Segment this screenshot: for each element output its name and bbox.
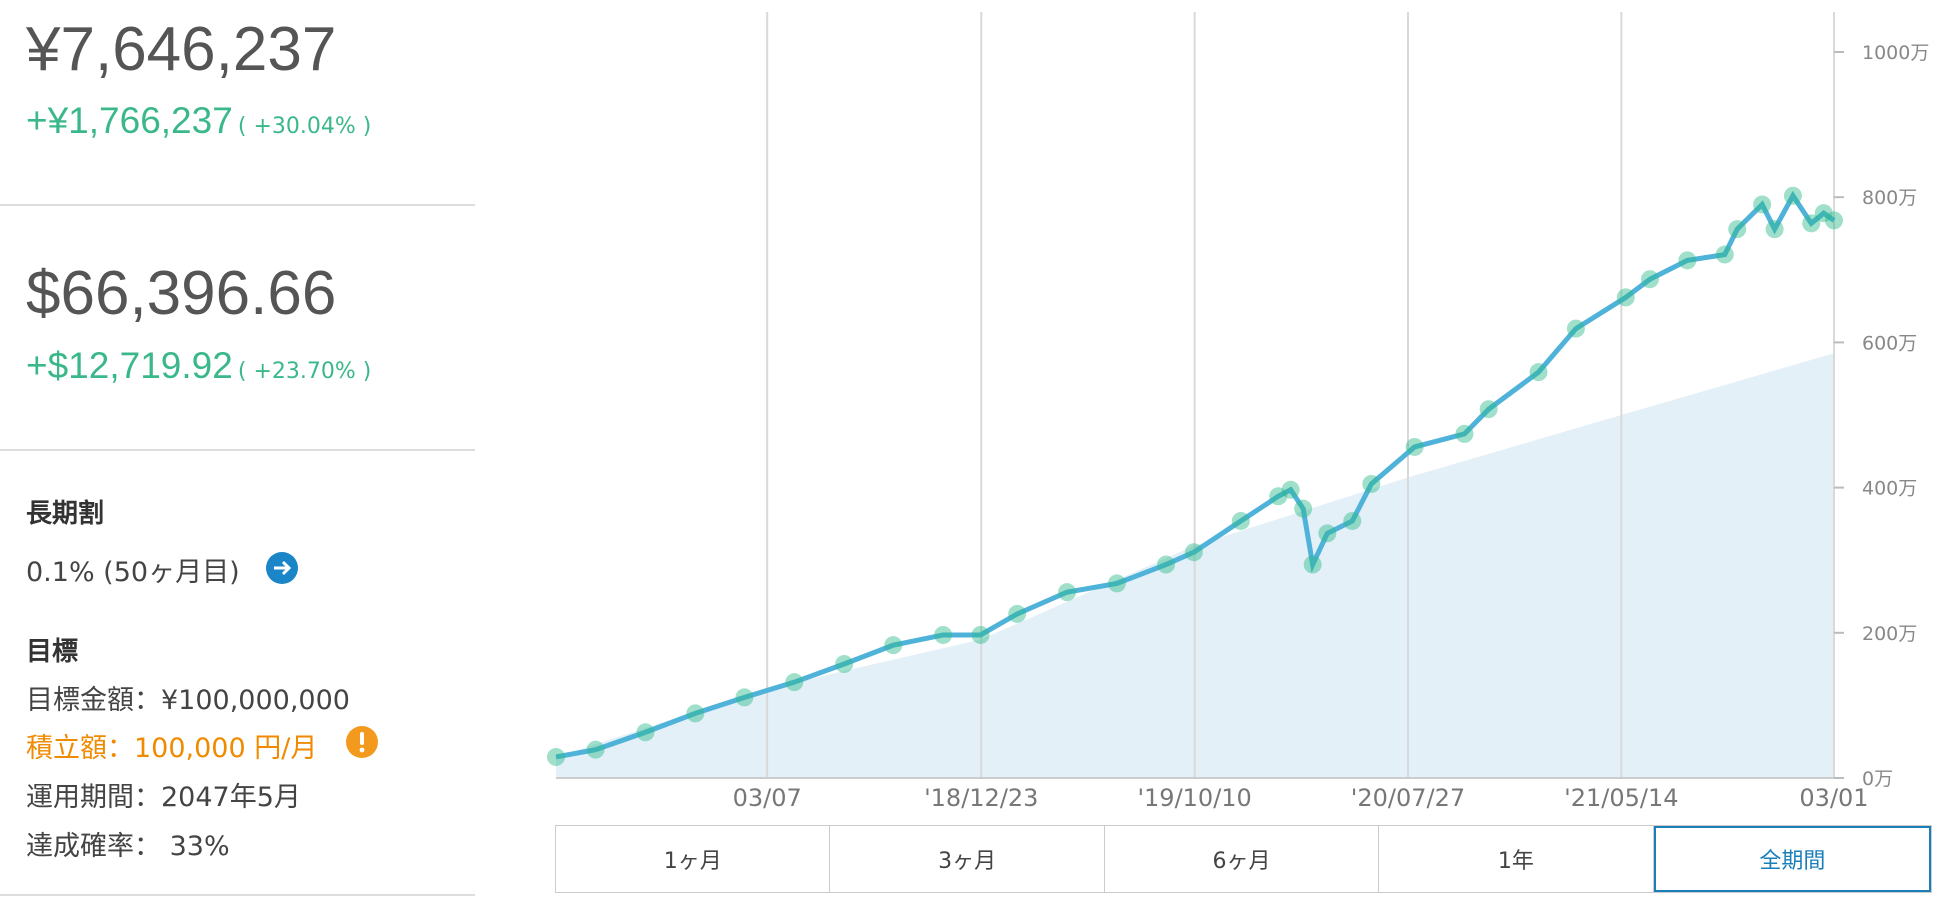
range-button[interactable]: 3ヶ月 <box>830 826 1105 892</box>
point <box>1616 288 1635 307</box>
point <box>1765 220 1784 239</box>
point <box>1184 543 1203 562</box>
point <box>1825 211 1843 230</box>
goal-amount: 目標金額：¥100,000,000 <box>26 685 350 716</box>
jpy-total: ¥7,646,237 <box>26 15 337 84</box>
point <box>735 688 754 707</box>
point <box>1058 583 1077 602</box>
jpy-gain-row: +¥1,766,237 ( +30.04% ) <box>26 100 371 142</box>
goal-title: 目標 <box>26 637 79 667</box>
x-tick-label: 03/01 <box>1799 784 1868 812</box>
point <box>1715 245 1734 264</box>
range-button[interactable]: 1ヶ月 <box>556 826 831 892</box>
point <box>636 723 655 742</box>
warning-icon[interactable] <box>345 725 379 759</box>
point <box>1281 480 1300 499</box>
point <box>835 655 854 674</box>
x-tick-label: 03/07 <box>733 784 802 812</box>
y-tick-label: 600万 <box>1862 332 1917 354</box>
point <box>1678 251 1697 270</box>
point <box>1157 555 1176 574</box>
y-tick-label: 400万 <box>1862 478 1917 500</box>
point <box>1303 555 1322 574</box>
y-tick-label: 800万 <box>1862 187 1917 209</box>
range-button[interactable]: 6ヶ月 <box>1105 826 1380 892</box>
y-tick-label: 1000万 <box>1862 42 1929 64</box>
monthly-amount: 積立額：100,000 円/月 <box>26 733 318 764</box>
usd-total: $66,396.66 <box>26 259 337 328</box>
range-buttons: 1ヶ月 3ヶ月 6ヶ月 1年 全期間 <box>555 825 1932 893</box>
point <box>1783 186 1802 205</box>
jpy-gain-pct: ( +30.04% ) <box>237 114 372 139</box>
point <box>1753 195 1772 214</box>
arrow-icon[interactable] <box>265 551 299 585</box>
divider <box>0 204 475 206</box>
point <box>1269 487 1288 506</box>
point <box>1343 511 1362 530</box>
point <box>934 625 953 644</box>
point <box>1640 270 1659 289</box>
chart: 03/07 '18/12/23 '19/10/10 '20/07/27 '21/05/1… <box>547 12 1929 812</box>
point <box>1318 524 1337 543</box>
jpy-gain: +¥1,766,237 <box>26 100 233 141</box>
point <box>1455 424 1474 443</box>
point <box>1802 214 1821 233</box>
point <box>1294 499 1313 518</box>
x-tick-label: '21/05/14 <box>1564 784 1678 812</box>
point <box>1566 319 1585 338</box>
period: 運用期間：2047年5月 <box>26 782 301 813</box>
point <box>586 740 605 759</box>
point <box>785 673 804 692</box>
x-tick-label: '20/07/27 <box>1351 784 1465 812</box>
discount-text: 0.1% (50ヶ月目) <box>26 557 240 588</box>
point <box>547 747 565 766</box>
point <box>1231 511 1250 530</box>
y-tick-label: 0万 <box>1862 768 1893 790</box>
y-tick-label: 200万 <box>1862 623 1917 645</box>
divider <box>0 449 475 451</box>
point <box>1529 363 1548 382</box>
x-tick-label: '18/12/23 <box>924 784 1038 812</box>
range-button[interactable]: 1年 <box>1379 826 1654 892</box>
point <box>1008 604 1027 623</box>
usd-gain-pct: ( +23.70% ) <box>237 359 372 384</box>
divider <box>0 894 475 896</box>
value-line <box>555 190 1836 760</box>
point <box>1479 400 1498 419</box>
range-button[interactable]: 全期間 <box>1653 826 1932 892</box>
point <box>971 625 990 644</box>
point <box>1362 474 1381 493</box>
point <box>1107 574 1126 593</box>
point <box>1728 220 1747 239</box>
point <box>686 704 705 723</box>
usd-gain-row: +$12,719.92 ( +23.70% ) <box>26 345 371 387</box>
probability: 達成確率： 33% <box>26 831 230 862</box>
point <box>1814 204 1833 223</box>
usd-gain: +$12,719.92 <box>26 345 233 386</box>
x-tick-label: '19/10/10 <box>1137 784 1251 812</box>
point <box>884 636 903 655</box>
discount-title: 長期割 <box>26 499 105 529</box>
point <box>1405 437 1424 456</box>
